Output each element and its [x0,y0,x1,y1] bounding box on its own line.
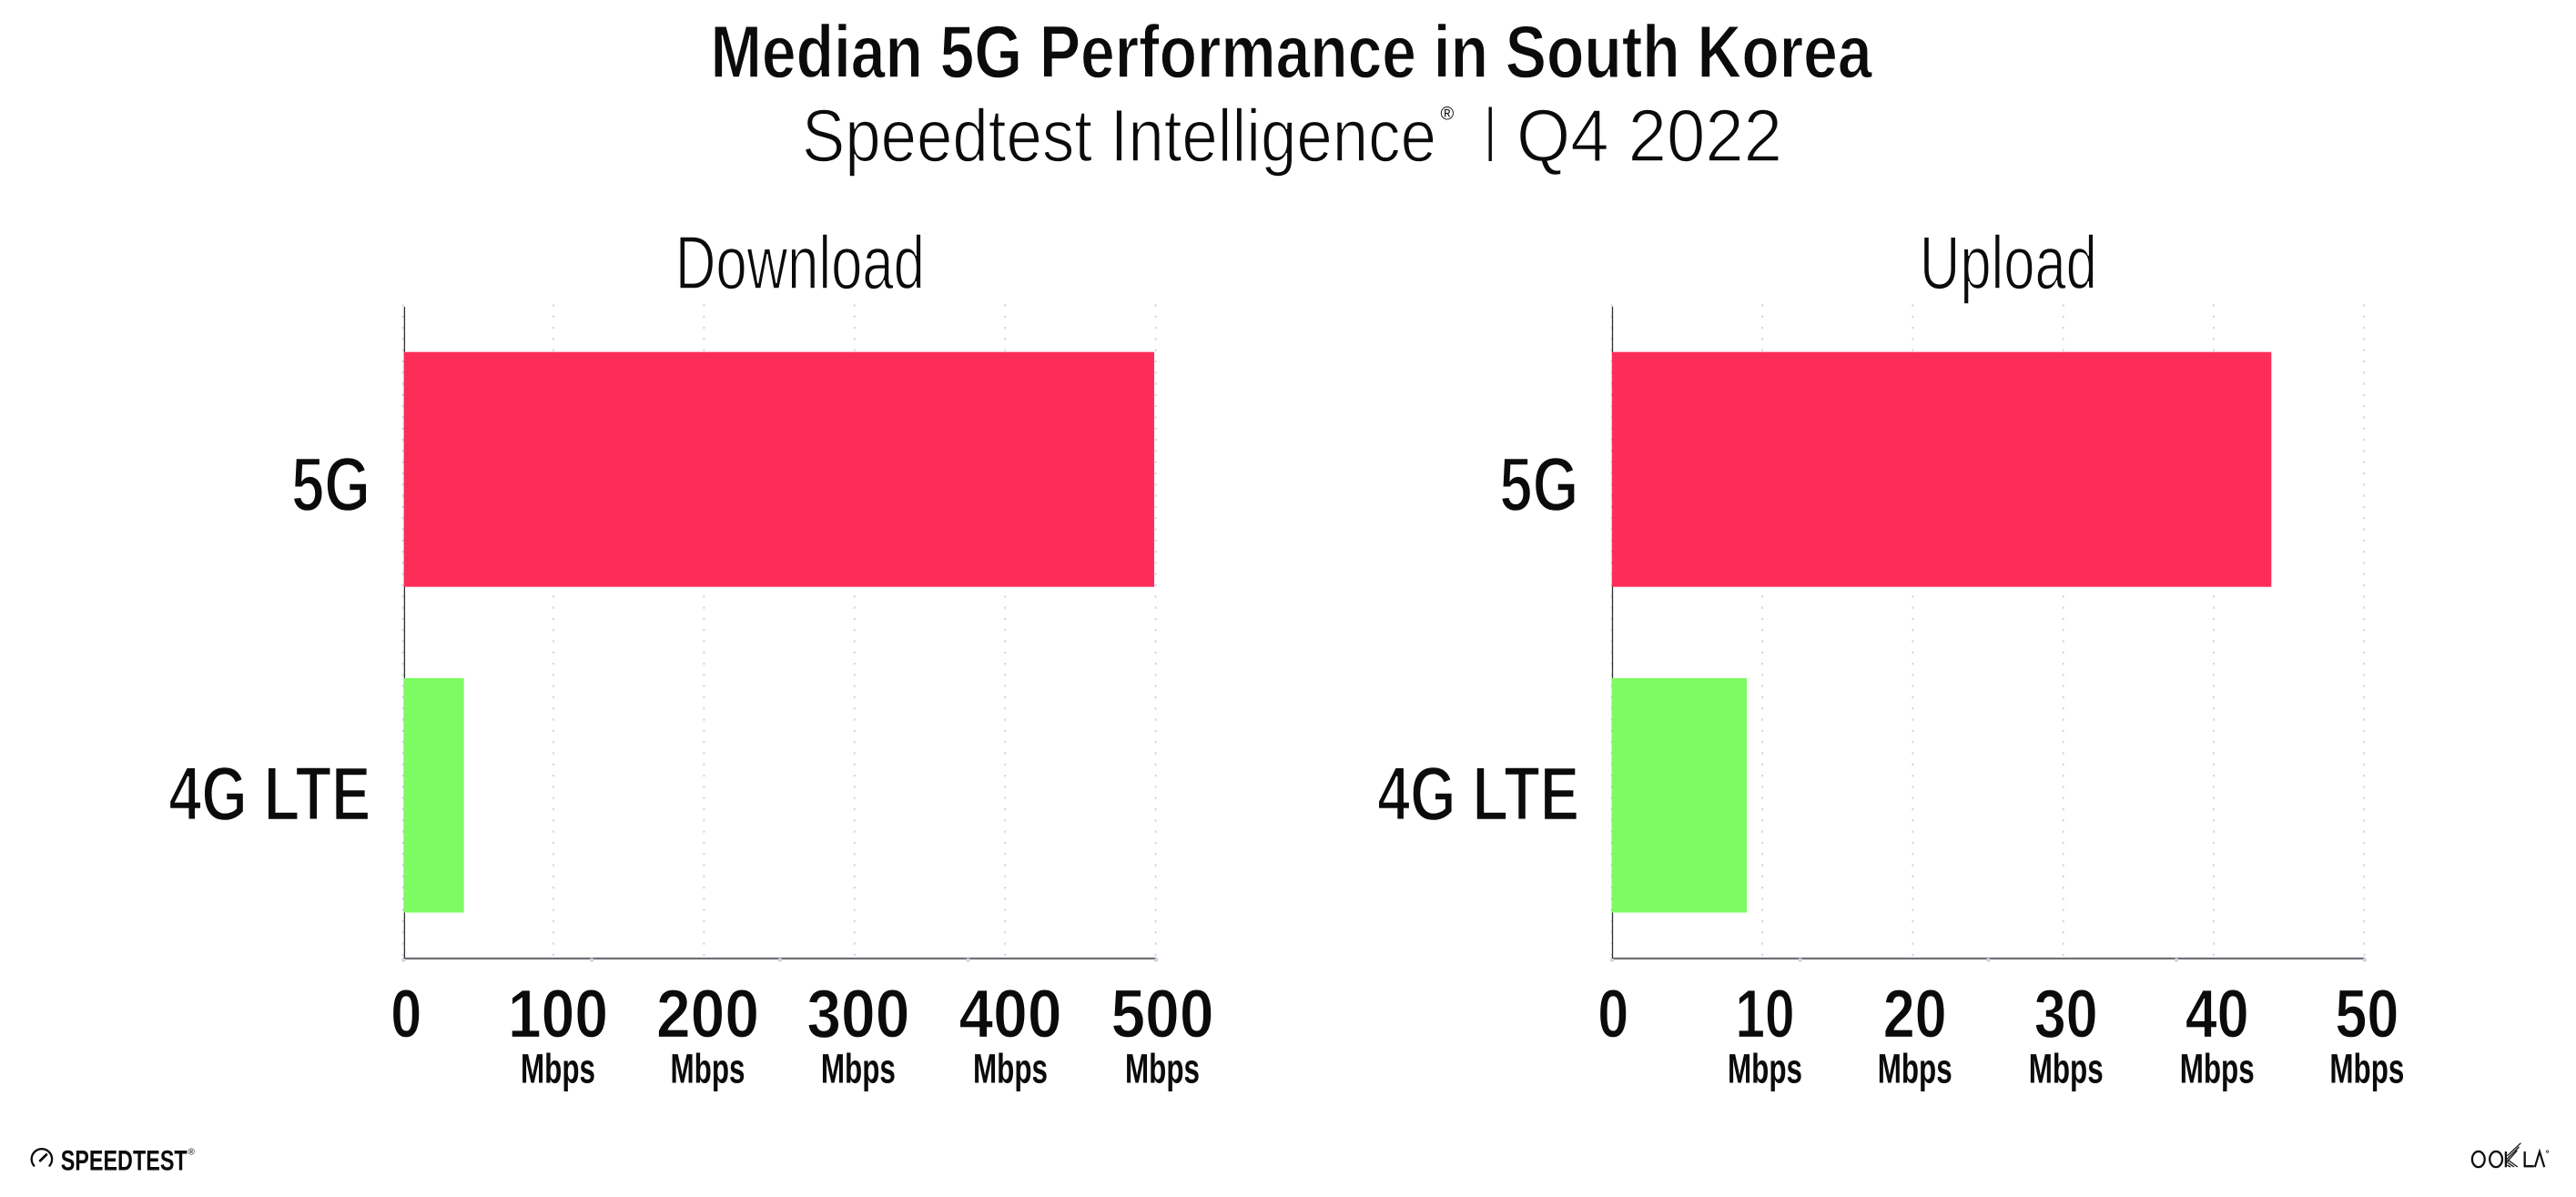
svg-text:Mbps: Mbps [1125,1045,1200,1091]
svg-text:200: 200 [656,976,759,1052]
svg-text:300: 300 [806,976,909,1052]
svg-text:®: ® [1441,105,1455,125]
svg-text:Mbps: Mbps [671,1045,745,1091]
svg-text:5G: 5G [1499,441,1578,527]
svg-text:20: 20 [1883,976,1947,1052]
svg-text:4G LTE: 4G LTE [168,751,370,837]
svg-text:Download: Download [675,221,925,305]
svg-text:Upload: Upload [1920,221,2097,305]
svg-text:Mbps: Mbps [973,1045,1048,1091]
svg-text:Mbps: Mbps [1728,1045,1802,1091]
svg-text:0: 0 [390,976,421,1052]
svg-text:Mbps: Mbps [2029,1045,2104,1091]
svg-text:500: 500 [1111,976,1214,1052]
svg-text:0: 0 [1597,976,1628,1052]
svg-text:4G LTE: 4G LTE [1377,751,1579,837]
svg-text:Mbps: Mbps [821,1045,896,1091]
svg-text:SPEEDTEST: SPEEDTEST [61,1144,188,1177]
svg-text:100: 100 [508,976,608,1052]
svg-text:®: ® [188,1148,196,1158]
svg-text:Speedtest Intelligence: Speedtest Intelligence [802,95,1436,178]
svg-text:30: 30 [2034,976,2098,1052]
svg-text:10: 10 [1736,976,1795,1052]
svg-text:Mbps: Mbps [521,1045,595,1091]
svg-text:Median 5G Performance in South: Median 5G Performance in South Korea [711,11,1873,94]
svg-text:Mbps: Mbps [2180,1045,2255,1091]
svg-text:5G: 5G [291,441,370,527]
svg-text:400: 400 [959,976,1062,1052]
svg-text:Q4 2022: Q4 2022 [1516,95,1782,178]
svg-text:Mbps: Mbps [2329,1045,2404,1091]
svg-text:50: 50 [2335,976,2399,1052]
svg-text:Mbps: Mbps [1878,1045,1952,1091]
svg-text:40: 40 [2186,976,2249,1052]
